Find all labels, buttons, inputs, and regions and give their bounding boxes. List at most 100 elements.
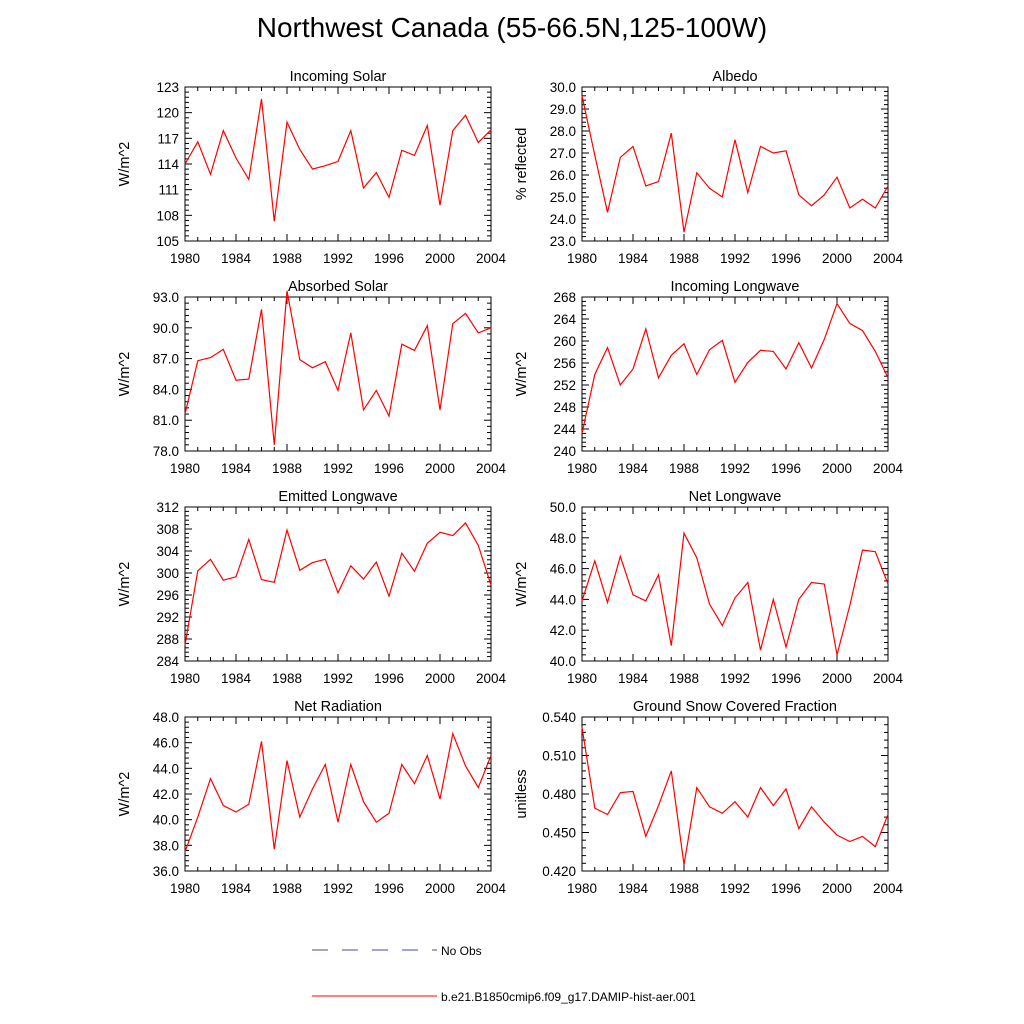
figure-title: Northwest Canada (55-66.5N,125-100W) [256, 12, 768, 43]
y-tick-label: 0.540 [542, 710, 576, 725]
x-tick-label: 1988 [669, 671, 699, 686]
x-tick-label: 1980 [567, 461, 597, 476]
y-tick-label: 23.0 [550, 234, 576, 249]
x-tick-label: 2000 [425, 881, 455, 896]
y-tick-label: 304 [156, 544, 179, 559]
y-tick-label: 42.0 [550, 623, 576, 638]
panel-title: Net Longwave [689, 489, 782, 505]
chart-panel: Net Longwave W/m^2 1980 1984 1988 1992 1996 200… [514, 489, 904, 686]
y-tick-label: 252 [553, 378, 576, 393]
y-axis-label: % reflected [514, 128, 530, 201]
x-tick-label: 1988 [272, 881, 302, 896]
x-tick-label: 1980 [567, 251, 597, 266]
x-tick-label: 1980 [567, 671, 597, 686]
y-axis-label: W/m^2 [514, 562, 530, 607]
x-tick-label: 1996 [374, 671, 404, 686]
x-tick-label: 1980 [170, 881, 200, 896]
x-tick-label: 2004 [476, 251, 507, 266]
x-tick-label: 1988 [272, 251, 302, 266]
chart-panel: Absorbed Solar W/m^2 1980 1984 1988 1992 1996 2… [117, 279, 507, 476]
y-tick-label: 288 [156, 632, 179, 647]
legend: No Obs b.e21.B1850cmip6.f09_g17.DAMIP-his… [312, 944, 696, 1004]
x-tick-label: 1980 [567, 881, 597, 896]
x-tick-label: 2004 [873, 671, 904, 686]
x-tick-label: 1980 [170, 671, 200, 686]
y-tick-label: 29.0 [550, 102, 576, 117]
x-tick-label: 1984 [221, 881, 252, 896]
y-tick-label: 93.0 [153, 290, 179, 305]
y-tick-label: 0.450 [542, 826, 576, 841]
panel-title: Absorbed Solar [288, 279, 388, 295]
series-line [581, 302, 889, 434]
x-tick-label: 1992 [323, 251, 353, 266]
y-tick-label: 284 [156, 654, 179, 669]
y-tick-label: 81.0 [153, 413, 179, 428]
y-tick-label: 50.0 [550, 500, 576, 515]
y-tick-label: 40.0 [153, 813, 179, 828]
x-tick-label: 2004 [476, 461, 507, 476]
x-tick-label: 2000 [822, 461, 852, 476]
plot-frame [581, 296, 889, 452]
x-tick-label: 2004 [476, 671, 507, 686]
x-tick-label: 1992 [323, 461, 353, 476]
y-tick-label: 308 [156, 522, 179, 537]
chart-panel: Albedo % reflected 1980 1984 1988 1992 1996 200… [514, 69, 904, 266]
y-tick-label: 117 [157, 131, 179, 146]
y-tick-label: 48.0 [550, 531, 576, 546]
legend-model-label: b.e21.B1850cmip6.f09_g17.DAMIP-hist-aer.… [441, 990, 696, 1004]
y-tick-label: 90.0 [153, 321, 179, 336]
x-tick-label: 1988 [272, 461, 302, 476]
x-tick-label: 1992 [323, 671, 353, 686]
y-tick-label: 46.0 [153, 736, 179, 751]
y-tick-label: 0.420 [542, 864, 576, 879]
series-line [184, 98, 492, 222]
chart-panel: Emitted Longwave W/m^2 1980 1984 1988 1992 199… [117, 489, 507, 686]
y-axis-label: unitless [514, 769, 530, 818]
chart-panel: Net Radiation W/m^2 1980 1984 1988 1992 1996 20… [117, 699, 507, 896]
x-tick-label: 1988 [669, 881, 699, 896]
y-tick-label: 28.0 [550, 124, 576, 139]
y-axis-label: W/m^2 [117, 772, 133, 817]
y-axis-label: W/m^2 [117, 352, 133, 397]
y-tick-label: 44.0 [550, 592, 576, 607]
y-tick-label: 105 [156, 234, 179, 249]
series-line [581, 727, 889, 865]
series-line [184, 731, 492, 853]
y-tick-label: 40.0 [550, 654, 576, 669]
x-tick-label: 1992 [720, 461, 750, 476]
y-tick-label: 296 [156, 588, 179, 603]
chart-panel: Incoming Solar W/m^2 1980 1984 1988 1992 1996 2… [117, 69, 507, 266]
series-line [581, 531, 889, 655]
y-tick-label: 48.0 [153, 710, 179, 725]
x-tick-label: 1980 [170, 251, 200, 266]
y-tick-label: 38.0 [153, 838, 179, 853]
x-tick-label: 1992 [720, 671, 750, 686]
y-tick-label: 114 [157, 157, 179, 172]
x-tick-label: 1984 [618, 461, 649, 476]
x-tick-label: 1984 [618, 251, 649, 266]
chart-panel: Incoming Longwave W/m^2 1980 1984 1988 1992 19… [514, 279, 904, 476]
chart-panel: Ground Snow Covered Fraction unitless 1980… [514, 699, 904, 896]
series-line [184, 521, 492, 646]
plot-frame [184, 506, 492, 662]
y-tick-label: 30.0 [550, 80, 576, 95]
y-tick-label: 24.0 [550, 212, 576, 227]
y-tick-label: 260 [553, 334, 576, 349]
panel-title: Net Radiation [294, 699, 382, 715]
x-tick-label: 1996 [374, 461, 404, 476]
y-tick-label: 27.0 [550, 146, 576, 161]
panel-title: Incoming Solar [290, 69, 387, 85]
x-tick-label: 2000 [822, 881, 852, 896]
y-tick-label: 240 [553, 444, 576, 459]
y-tick-label: 36.0 [153, 864, 179, 879]
x-tick-label: 1992 [720, 881, 750, 896]
y-tick-label: 46.0 [550, 562, 576, 577]
x-tick-label: 1992 [323, 881, 353, 896]
x-tick-label: 2000 [425, 461, 455, 476]
y-tick-label: 123 [156, 80, 179, 95]
y-tick-label: 244 [553, 422, 576, 437]
y-tick-label: 300 [156, 566, 179, 581]
y-tick-label: 256 [553, 356, 576, 371]
y-axis-label: W/m^2 [117, 562, 133, 607]
